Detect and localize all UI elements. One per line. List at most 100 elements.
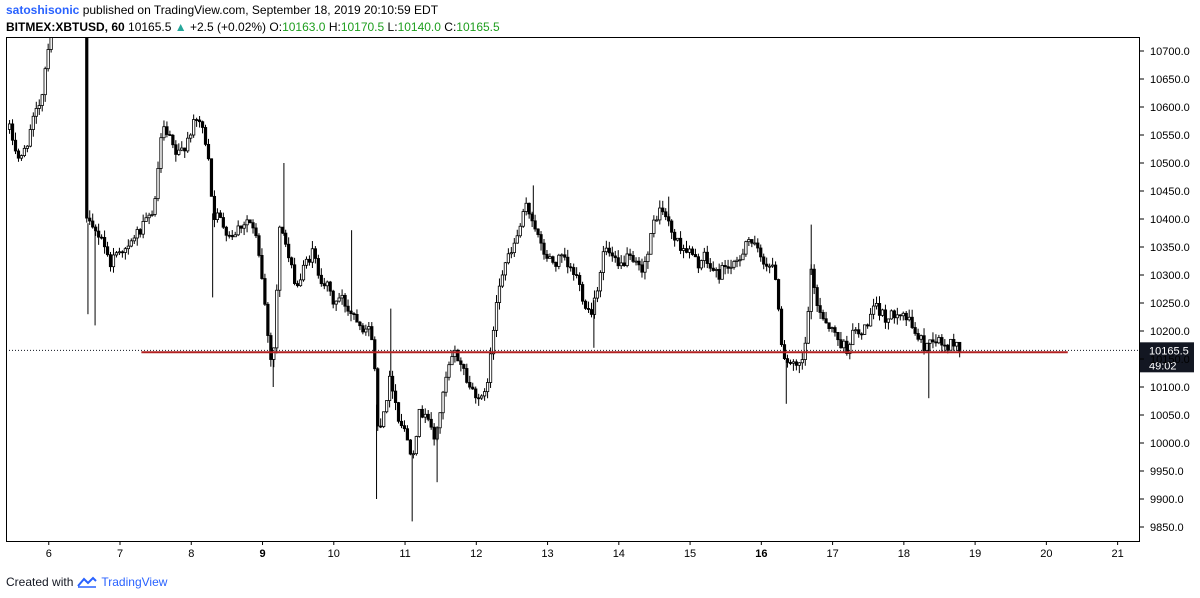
candle (744, 240, 748, 257)
candle (91, 213, 95, 229)
candle (411, 450, 415, 459)
candle (592, 290, 597, 319)
candle (334, 300, 338, 311)
candle (690, 246, 695, 256)
candle (227, 231, 231, 239)
candle (114, 250, 119, 258)
open-label: O: (269, 20, 283, 34)
candle (328, 280, 332, 296)
candle (432, 423, 436, 446)
candle (604, 240, 608, 256)
candle (907, 309, 911, 322)
y-tick-label: 10700.0 (1150, 46, 1190, 58)
candle (753, 235, 757, 246)
candles-group (7, 37, 962, 522)
candle (189, 133, 193, 143)
candle (741, 248, 745, 261)
candle (37, 99, 41, 115)
x-tick-label: 18 (898, 548, 910, 560)
candle (254, 223, 258, 239)
publish-info: satoshisonic published on TradingView.co… (6, 3, 438, 17)
candle (806, 306, 810, 344)
candle (284, 229, 288, 248)
candle (494, 295, 499, 338)
candle (815, 284, 819, 312)
candle (684, 240, 689, 254)
candle (414, 435, 418, 456)
y-tick-label: 10200.0 (1150, 326, 1190, 338)
candle (649, 233, 653, 255)
low-label: L: (387, 20, 398, 34)
candle (100, 234, 104, 240)
candle (153, 195, 157, 217)
candle (488, 347, 493, 388)
candle (500, 270, 505, 288)
tradingview-brand[interactable]: TradingView (101, 575, 168, 589)
candle (325, 280, 329, 292)
candle (263, 273, 267, 306)
candle (652, 215, 656, 238)
candle (857, 322, 861, 338)
candle (515, 229, 519, 244)
candle (726, 259, 730, 274)
candle (696, 253, 700, 274)
candle (183, 147, 187, 158)
candle (791, 359, 795, 371)
x-tick-label: 8 (188, 548, 194, 560)
candle (693, 248, 698, 258)
candle (10, 119, 15, 146)
candle (346, 299, 350, 316)
candle (892, 309, 896, 324)
candle (209, 158, 214, 197)
candle (557, 253, 561, 270)
candle (943, 339, 947, 352)
candle (221, 212, 225, 229)
candle (548, 253, 552, 259)
candle (788, 359, 793, 366)
candle (352, 312, 356, 320)
candle (661, 200, 665, 215)
candle (156, 161, 160, 202)
candle (399, 413, 404, 429)
candle (239, 225, 243, 234)
candle (910, 309, 914, 330)
candle (827, 322, 831, 332)
y-tick-label: 10050.0 (1150, 410, 1190, 422)
candle (720, 262, 724, 280)
x-tick-label: 19 (969, 548, 981, 560)
candle (390, 370, 395, 399)
candle (622, 255, 626, 267)
candle (444, 371, 448, 397)
footer: Created with TradingView (6, 575, 167, 589)
low-value: 10140.0 (397, 20, 441, 34)
y-tick-label: 10350.0 (1150, 242, 1190, 254)
candle (578, 272, 582, 292)
candle (937, 334, 941, 345)
candle (7, 120, 12, 134)
candle (150, 210, 154, 217)
candle (569, 263, 573, 272)
candle (135, 226, 139, 246)
candle (97, 223, 101, 245)
candle (102, 230, 107, 254)
close-value: 10165.5 (456, 20, 500, 34)
candle (634, 257, 638, 266)
candle (949, 338, 953, 351)
candle (901, 311, 905, 321)
candle (794, 359, 798, 371)
candle (462, 363, 466, 376)
candle (883, 304, 888, 329)
author-link[interactable]: satoshisonic (6, 3, 80, 17)
candle (851, 323, 855, 346)
candle (723, 260, 727, 275)
candle (866, 323, 870, 329)
candle (361, 323, 365, 335)
candle (429, 412, 433, 430)
candle (242, 221, 246, 236)
candle (631, 251, 635, 264)
candle (833, 325, 837, 337)
candle (572, 263, 576, 281)
candle (678, 231, 683, 255)
candle (575, 267, 579, 279)
